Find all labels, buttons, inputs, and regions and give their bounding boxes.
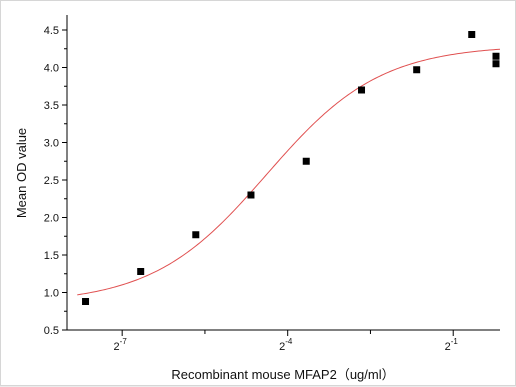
data-point [247,191,255,199]
x-tick-labels: 2-7 2-4 2-1 [114,337,459,353]
x-tick-exponent: -1 [451,337,459,346]
y-tick-label: 4.0 [44,63,59,75]
y-tick-label: 4.5 [44,25,59,37]
data-point [302,157,310,165]
y-tick-label: 3.0 [44,138,59,150]
data-point [468,31,476,38]
x-tick-base: 2 [279,341,285,353]
data-point [192,231,200,239]
x-tick-base: 2 [114,341,120,353]
x-tick-label: 2-1 [445,337,459,353]
x-tick-exponent: -4 [285,337,293,346]
y-tick-label: 2.0 [44,213,59,225]
x-tick-label: 2-7 [114,337,128,353]
data-point [492,60,500,68]
data-point [82,298,90,305]
y-tick-label: 0.5 [44,325,59,337]
y-tick-label: 1.0 [44,288,59,300]
y-tick-label: 2.5 [44,175,59,187]
y-tick-labels: 0.5 1.0 1.5 2.0 2.5 3.0 3.5 4.0 4.5 [44,25,59,337]
fit-curve [77,48,501,296]
data-point [137,268,145,275]
x-tick-label: 2-4 [279,337,293,353]
axes [62,15,500,336]
x-tick-exponent: -7 [120,337,128,346]
x-axis-label: Recombinant mouse MFAP2（ug/ml） [171,367,394,382]
y-axis-label: Mean OD value [14,128,29,218]
data-point [492,52,500,60]
data-point [358,86,366,94]
y-tick-label: 1.5 [44,250,59,262]
data-point [413,66,421,74]
data-markers [82,31,500,305]
x-tick-base: 2 [445,341,451,353]
y-tick-label: 3.5 [44,100,59,112]
